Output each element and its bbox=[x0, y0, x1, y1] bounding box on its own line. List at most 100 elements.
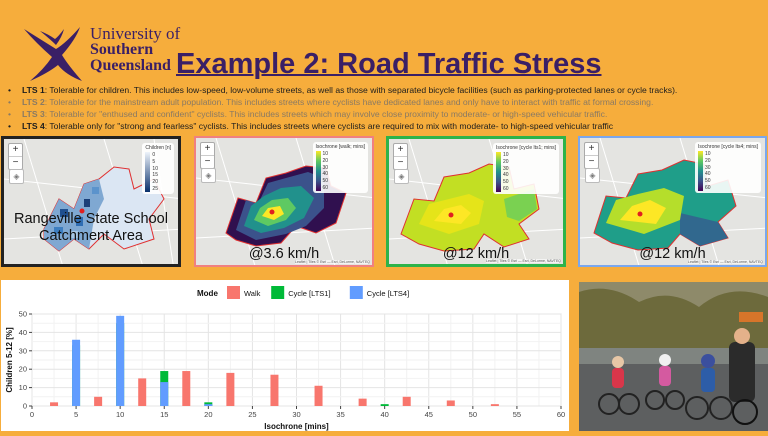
university-line-3: Queensland bbox=[90, 57, 171, 74]
lts-text: : Tolerable for "enthused and confident"… bbox=[44, 109, 608, 119]
bar-walk bbox=[446, 400, 455, 406]
y-tick-label: 10 bbox=[19, 383, 27, 392]
legend-tick: 10 bbox=[704, 151, 711, 157]
legend-tick: 20 bbox=[322, 157, 329, 164]
map-legend: Isochrone [cycle lts1; mins] 10 20 30 40 50 6… bbox=[492, 143, 559, 194]
bar-cycle-lts4 bbox=[204, 404, 213, 406]
lts-text: : Tolerable for children. This includes … bbox=[44, 85, 678, 95]
bar-walk bbox=[94, 396, 103, 406]
legend-tick: 50 bbox=[704, 178, 711, 185]
legend-title: Isochrone [walk; mins] bbox=[315, 144, 365, 150]
legend-colorbar bbox=[495, 152, 501, 192]
layers-icon[interactable]: ◈ bbox=[201, 168, 216, 183]
layers-icon[interactable]: ◈ bbox=[394, 169, 409, 184]
lts-item-2: • LTS 2: Tolerable for the mainstream adu… bbox=[8, 97, 654, 107]
legend-tick: 30 bbox=[502, 165, 509, 172]
map-attribution: Leaflet | Tiles © Esri — Esri, DeLorme, … bbox=[295, 260, 370, 264]
map-legend: Isochrone [cycle lts4; mins] 10 20 30 40 50 6… bbox=[694, 142, 761, 193]
lts-label: LTS 4 bbox=[22, 121, 45, 131]
legend-label: Walk bbox=[244, 289, 261, 298]
legend-tick: 20 bbox=[152, 179, 158, 186]
bar-walk bbox=[138, 378, 147, 406]
map-cycle-lts1[interactable]: + − ◈ Isochrone [cycle lts1; mins] 10 20 30… bbox=[386, 136, 566, 267]
x-tick-label: 60 bbox=[557, 410, 565, 419]
map-legend: Children [n] 0 5 10 15 20 25 bbox=[142, 143, 174, 194]
x-tick-label: 10 bbox=[116, 410, 124, 419]
legend-tick: 10 bbox=[502, 152, 509, 158]
x-tick-label: 15 bbox=[160, 410, 168, 419]
legend-tick: 10 bbox=[322, 151, 329, 157]
map-walk[interactable]: + − ◈ Isochrone [walk; mins] 10 20 30 40 50 60… bbox=[194, 136, 374, 267]
legend-tick: 15 bbox=[152, 172, 158, 179]
legend-tick: 40 bbox=[502, 172, 509, 179]
legend-colorbar bbox=[697, 151, 703, 191]
lts-text: : Tolerable for the mainstream adult pop… bbox=[44, 97, 654, 107]
layers-icon[interactable]: ◈ bbox=[9, 169, 24, 184]
legend-swatch bbox=[271, 286, 285, 299]
y-tick-label: 20 bbox=[19, 365, 27, 374]
page-title: Example 2: Road Traffic Stress bbox=[176, 48, 602, 80]
university-line-1: University of bbox=[90, 24, 181, 43]
x-tick-label: 5 bbox=[74, 410, 78, 419]
zoom-in-button[interactable]: + bbox=[588, 143, 595, 154]
lts-item-3: • LTS 3: Tolerable for "enthused and conf… bbox=[8, 109, 608, 119]
lts-list: • LTS 1: Tolerable for children. This inc… bbox=[8, 84, 768, 132]
x-tick-label: 50 bbox=[469, 410, 477, 419]
legend-tick: 60 bbox=[704, 184, 711, 191]
bar-walk bbox=[314, 385, 323, 406]
map-cycle-lts4[interactable]: + − ◈ Isochrone [cycle lts4; mins] 10 20 30… bbox=[578, 136, 767, 267]
map-legend: Isochrone [walk; mins] 10 20 30 40 50 60 bbox=[312, 142, 368, 193]
legend-tick: 10 bbox=[152, 165, 158, 172]
x-tick-label: 0 bbox=[30, 410, 34, 419]
legend-tick: 30 bbox=[704, 164, 711, 171]
zoom-in-button[interactable]: + bbox=[397, 144, 404, 155]
legend-title: Children [n] bbox=[145, 145, 171, 151]
legend-tick: 60 bbox=[502, 185, 509, 192]
university-name: University of Southern Queensland bbox=[90, 24, 181, 74]
lts-item-1: • LTS 1: Tolerable for children. This inc… bbox=[8, 85, 678, 95]
map-caption-line1: Rangeville State School bbox=[14, 211, 168, 227]
x-tick-label: 45 bbox=[425, 410, 433, 419]
x-axis-label: Isochrone [mins] bbox=[264, 422, 329, 431]
zoom-in-button[interactable]: + bbox=[12, 144, 19, 155]
bar-walk bbox=[402, 396, 411, 406]
x-tick-label: 30 bbox=[292, 410, 300, 419]
zoom-out-button[interactable]: − bbox=[585, 155, 598, 168]
y-tick-label: 30 bbox=[19, 346, 27, 355]
zoom-in-button[interactable]: + bbox=[204, 143, 211, 154]
map-children[interactable]: + − ◈ Children [n] 0 5 10 15 20 25 Rangeville … bbox=[1, 136, 181, 267]
bar-cycle-lts4 bbox=[160, 382, 169, 406]
legend-tick: 20 bbox=[704, 157, 711, 164]
x-tick-label: 55 bbox=[513, 410, 521, 419]
zoom-out-button[interactable]: − bbox=[9, 156, 22, 169]
bar-walk bbox=[50, 402, 59, 406]
legend-tick: 60 bbox=[322, 184, 329, 191]
bar-walk bbox=[182, 371, 191, 406]
bar-walk bbox=[358, 398, 367, 406]
map-attribution: Leaflet | Tiles © Esri — Esri, DeLorme, … bbox=[688, 260, 763, 264]
legend-tick: 0 bbox=[152, 152, 156, 158]
legend-tick: 40 bbox=[322, 171, 329, 178]
bar-walk bbox=[490, 404, 499, 406]
lts-label: LTS 3 bbox=[22, 109, 45, 119]
zoom-out-button[interactable]: − bbox=[201, 155, 214, 168]
legend-title: Isochrone [cycle lts1; mins] bbox=[495, 145, 556, 151]
bar-cycle-lts1 bbox=[380, 404, 389, 406]
bar-cycle-lts4 bbox=[116, 315, 125, 406]
zoom-control: + − bbox=[8, 143, 23, 170]
photo-children-cycling bbox=[579, 282, 768, 431]
bar-walk bbox=[270, 374, 279, 406]
legend-colorbar bbox=[315, 151, 321, 191]
zoom-out-button[interactable]: − bbox=[394, 156, 407, 169]
chart-svg: 0 5 10 15 20 25 30 35 40 45 50 55 60 0 10 20 30 40 50 Isoch… bbox=[5, 286, 565, 431]
layers-icon[interactable]: ◈ bbox=[585, 168, 600, 183]
y-tick-label: 0 bbox=[23, 402, 27, 411]
lts-item-4: • LTS 4: Tolerable only for "strong and f… bbox=[8, 121, 614, 131]
map-caption: Rangeville State School Catchment Area bbox=[4, 211, 178, 245]
legend-swatch bbox=[349, 286, 363, 299]
legend-tick: 50 bbox=[502, 179, 509, 186]
legend-tick: 30 bbox=[322, 164, 329, 171]
university-line-2: Southern bbox=[90, 41, 154, 58]
map-caption: @12 km/h bbox=[639, 246, 706, 262]
legend-label: Cycle [LTS4] bbox=[367, 289, 409, 298]
